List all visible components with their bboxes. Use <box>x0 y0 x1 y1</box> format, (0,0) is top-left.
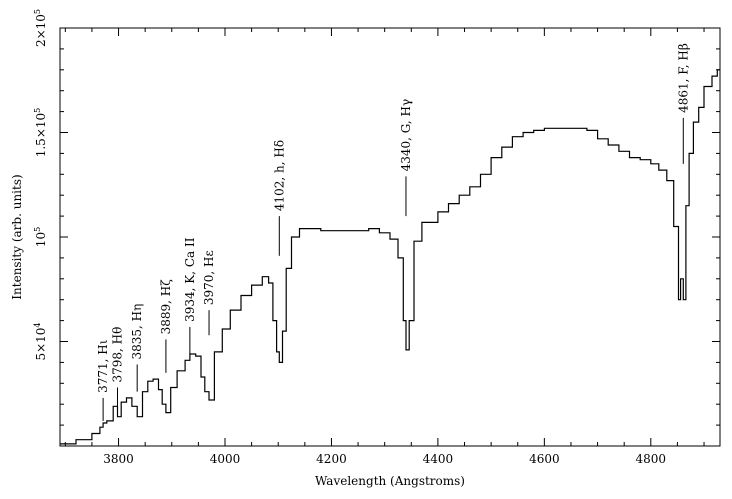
x-tick-label: 4000 <box>210 452 241 466</box>
x-axis: 3800 4000 4200 4400 4600 4800 <box>64 28 705 466</box>
y-tick-label: 5×104 <box>33 322 48 360</box>
annotations: 3771, Hι 3798, Hθ 3835, Hη 3889, Hζ 3934, K,… <box>96 43 690 421</box>
annotation-label: 3970, Hε <box>202 250 216 305</box>
annotation-label: 3771, Hι <box>96 339 110 393</box>
annotation-label: 3889, Hζ <box>159 279 173 335</box>
y-axis-title: Intensity (arb. units) <box>10 174 24 299</box>
annotation-label: 4340, G, Hγ <box>399 99 413 172</box>
y-tick-label: 105 <box>33 227 48 247</box>
x-tick-label: 4400 <box>423 452 454 466</box>
x-tick-label: 3800 <box>103 452 134 466</box>
spectrum-series-line <box>60 69 720 445</box>
y-axis: 5×104 105 1.5×105 2×105 <box>33 9 720 426</box>
y-tick-label: 2×105 <box>33 9 48 47</box>
x-tick-label: 4600 <box>529 452 560 466</box>
x-tick-label: 4200 <box>316 452 347 466</box>
x-tick-label: 4800 <box>636 452 667 466</box>
x-axis-title: Wavelength (Angstroms) <box>315 474 465 488</box>
annotation-label: 4861, F, Hβ <box>676 43 690 113</box>
annotation-label: 3798, Hθ <box>110 327 124 383</box>
annotation-label: 4102, h, Hδ <box>272 140 286 211</box>
y-tick-label: 1.5×105 <box>33 108 48 158</box>
annotation-label: 3934, K, Ca II <box>183 237 197 322</box>
annotation-label: 3835, Hη <box>130 304 144 360</box>
